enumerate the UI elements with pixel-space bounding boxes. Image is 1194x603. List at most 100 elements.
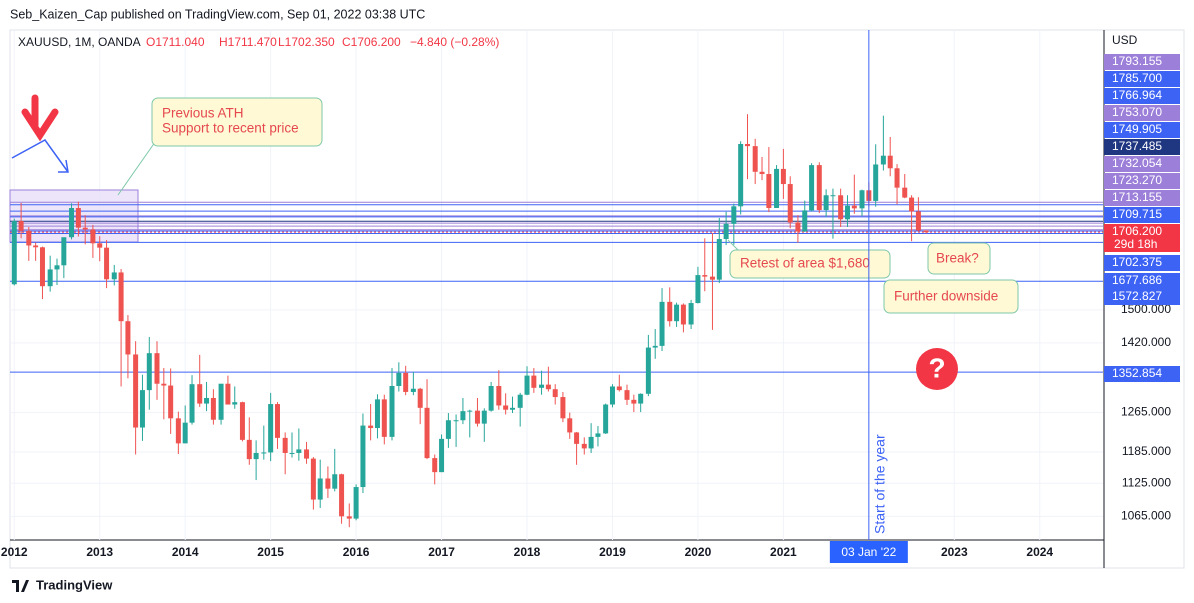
- x-tick-label: 2012: [1, 545, 28, 559]
- price-label-box: [1104, 289, 1180, 305]
- y-tick-label: 1500.000: [1121, 302, 1171, 316]
- candle-body: [659, 301, 665, 346]
- retest-callout-text: Retest of area $1,680: [740, 256, 870, 271]
- ohlc-value: H1711.470: [219, 35, 277, 49]
- candle-body: [304, 449, 310, 459]
- price-label-box: [1104, 71, 1180, 87]
- candle-body: [39, 247, 45, 287]
- candle-body: [381, 399, 387, 437]
- candle-body: [787, 184, 793, 223]
- candle-body: [439, 438, 445, 473]
- price-label-box: [1104, 88, 1180, 104]
- ohlc-value: L1702.350: [278, 35, 335, 49]
- candle-body: [104, 247, 110, 280]
- footer-logo: TradingView: [36, 577, 113, 592]
- downside-callout-text: Further downside: [894, 289, 998, 304]
- candle-body: [460, 411, 466, 421]
- candle-body: [332, 474, 338, 489]
- break-callout: [927, 242, 991, 275]
- candle-body: [603, 404, 609, 434]
- question-icon: [916, 348, 958, 390]
- candle-body: [894, 168, 900, 188]
- candle-body: [253, 452, 259, 460]
- candle-body: [139, 390, 145, 428]
- x-tick-label: 2020: [685, 545, 712, 559]
- footer-logo-icon: [12, 580, 29, 592]
- price-label-box: [1104, 54, 1180, 70]
- break-callout-text: Break?: [936, 251, 979, 266]
- callout-pointer: [117, 134, 161, 196]
- candle-body: [445, 420, 451, 439]
- candle-body: [161, 383, 167, 386]
- price-label-box: [1104, 224, 1180, 252]
- candle-body: [731, 206, 737, 224]
- candle-body: [11, 221, 17, 285]
- price-label: 1749.905: [1112, 122, 1162, 136]
- price-label: 1713.155: [1112, 190, 1162, 204]
- candle-body: [168, 385, 174, 419]
- candle-body: [539, 384, 545, 388]
- candle-body: [652, 345, 658, 348]
- candle-body: [474, 410, 480, 424]
- candle-body: [809, 165, 815, 211]
- candle-body: [695, 275, 701, 304]
- candle-body: [838, 195, 844, 220]
- candle-body: [595, 433, 601, 437]
- candle-body: [915, 211, 921, 231]
- candle-body: [574, 432, 580, 444]
- candle-body: [880, 155, 886, 165]
- candle-body: [175, 418, 181, 444]
- price-label: 1785.700: [1112, 71, 1162, 85]
- candle-body: [310, 458, 316, 500]
- candle-body: [47, 269, 53, 287]
- candle-body: [759, 171, 765, 175]
- blue-arrow: [11, 139, 69, 173]
- price-label: 1723.270: [1112, 173, 1162, 187]
- x-tick-label: 2013: [86, 545, 113, 559]
- candle-body: [239, 402, 245, 440]
- y-tick-label: 1185.000: [1122, 444, 1171, 458]
- candle-body: [851, 205, 857, 209]
- candle-body: [353, 487, 359, 519]
- price-label: 1352.854: [1112, 366, 1162, 380]
- candle-body: [69, 208, 75, 238]
- candle-body: [766, 174, 772, 209]
- candle-body: [97, 243, 103, 248]
- question-icon-text: ?: [928, 352, 945, 383]
- y-tick-label: 1420.000: [1121, 335, 1171, 349]
- price-label-box: [1104, 255, 1180, 271]
- candle-body: [674, 304, 680, 322]
- ath-callout-text: Support to recent price: [162, 121, 299, 136]
- price-label: 1753.070: [1112, 105, 1162, 119]
- price-label-box: [1104, 122, 1180, 138]
- price-label-box: [1104, 366, 1180, 382]
- candle-body: [702, 275, 708, 277]
- candle-body: [560, 397, 566, 419]
- candle-body: [210, 397, 216, 420]
- candle-body: [432, 458, 438, 473]
- candle-body: [90, 229, 96, 244]
- candle-body: [524, 375, 530, 395]
- candle-body: [389, 385, 395, 437]
- y-tick-label: 1065.000: [1121, 509, 1171, 523]
- symbol: XAUUSD, 1M, OANDA: [18, 35, 141, 49]
- candle-body: [118, 272, 124, 322]
- ohlc-value: O1711.040: [146, 35, 205, 49]
- price-label: 1706.200: [1112, 224, 1162, 238]
- candle-body: [609, 386, 615, 405]
- candle-body: [125, 321, 131, 355]
- candle-body: [360, 425, 366, 488]
- x-tick-label: 2014: [172, 545, 199, 559]
- candle-body: [645, 347, 651, 394]
- red-arrow: [21, 94, 59, 142]
- candle-body: [588, 436, 594, 449]
- price-label: 1709.715: [1112, 207, 1162, 221]
- price-label: 1702.375: [1112, 255, 1162, 269]
- candle-body: [744, 143, 750, 147]
- countdown: 29d 18h: [1114, 237, 1157, 251]
- candle-body: [795, 222, 801, 232]
- candle-body: [75, 208, 81, 228]
- ath-callout-text: Previous ATH: [162, 106, 244, 121]
- candle-body: [923, 230, 929, 233]
- price-label: 1766.964: [1112, 88, 1162, 102]
